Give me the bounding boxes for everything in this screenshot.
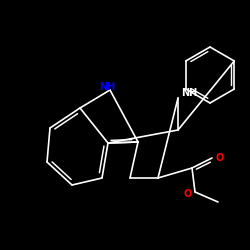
Text: NH: NH — [181, 88, 197, 98]
Text: O: O — [184, 189, 192, 199]
Text: O: O — [215, 153, 223, 163]
Text: NH: NH — [99, 82, 115, 92]
